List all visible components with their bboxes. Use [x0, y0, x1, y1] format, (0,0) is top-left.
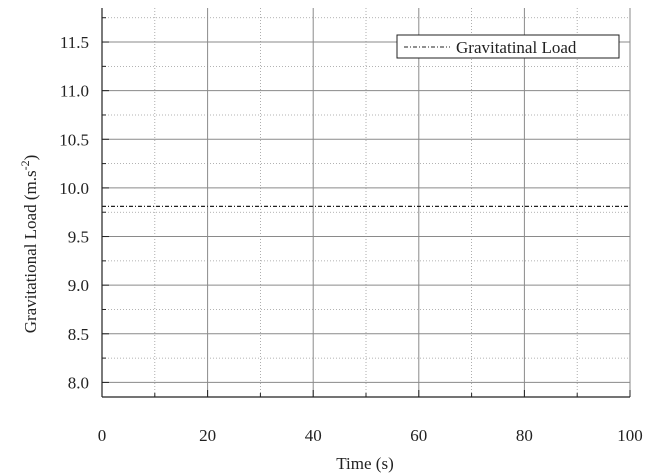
x-axis-label: Time (s)	[336, 454, 393, 473]
tick-labels: 0 20 40 60 80 100 8.0 8.5 9.0 9.5 10.0 10.5 11.0 11.5	[59, 33, 643, 445]
y-tick-label: 8.0	[68, 373, 89, 392]
y-tick-label: 11.5	[60, 33, 89, 52]
y-tick-label: 11.0	[60, 82, 89, 101]
x-tick-label: 20	[199, 426, 216, 445]
y-axis-label-close: )	[21, 155, 40, 161]
y-axis-label-main: Gravitational Load (m.s	[21, 170, 40, 333]
y-tick-label: 9.5	[68, 228, 89, 247]
y-axis-label-sup: -2	[18, 160, 32, 170]
x-tick-label: 60	[410, 426, 427, 445]
x-tick-label: 80	[516, 426, 533, 445]
axes	[101, 8, 631, 398]
y-axis-label: Gravitational Load (m.s-2)	[18, 155, 40, 334]
y-tick-label: 10.0	[59, 179, 89, 198]
legend-box	[396, 34, 620, 59]
y-tick-label: 10.5	[59, 130, 89, 149]
legend-label: Gravitatinal Load	[456, 38, 577, 57]
grid	[101, 8, 631, 397]
y-tick-label: 9.0	[68, 276, 89, 295]
x-tick-label: 0	[98, 426, 107, 445]
legend: Gravitatinal Load	[396, 34, 620, 59]
x-tick-label: 40	[305, 426, 322, 445]
y-tick-label: 8.5	[68, 325, 89, 344]
x-tick-label: 100	[617, 426, 643, 445]
